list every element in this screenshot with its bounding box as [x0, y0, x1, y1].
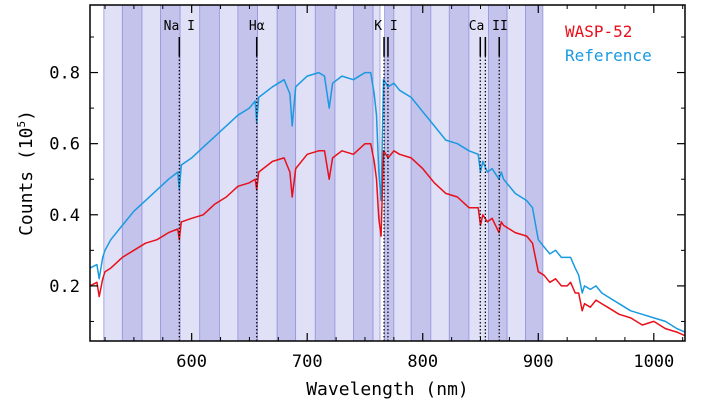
plot-frame [89, 4, 686, 342]
bin-band [103, 4, 123, 342]
y-tick-label: 0.8 [49, 64, 80, 84]
bin-band [488, 4, 508, 342]
line-marker-label: Hα [249, 19, 265, 34]
series-lines [89, 71, 686, 337]
legend-entry: Reference [565, 46, 652, 65]
bin-band [393, 4, 412, 342]
bin-band [295, 4, 316, 342]
wavelength-bins [103, 4, 544, 342]
x-tick-label: 900 [523, 352, 554, 372]
y-tick-label: 0.2 [49, 277, 80, 297]
bin-band [276, 4, 297, 342]
x-tick-label: 600 [176, 352, 207, 372]
bin-band [237, 4, 258, 342]
bin-band [314, 4, 336, 342]
x-tick-label: 700 [292, 352, 323, 372]
bin-band [121, 4, 143, 342]
bin-band [218, 4, 239, 342]
series-line-reference [89, 71, 686, 333]
y-axis-ticks: 0.2 0.4 0.6 0.8 [49, 36, 685, 322]
line-marker-label: K I [374, 19, 397, 34]
x-axis-ticks: 600 700 800 900 1000 [104, 5, 684, 372]
bin-band [448, 4, 470, 342]
legend: WASP-52 Reference [565, 22, 652, 65]
y-tick-label: 0.6 [49, 135, 80, 155]
bin-band [199, 4, 220, 342]
y-tick-label: 0.4 [49, 206, 80, 226]
bin-band [525, 4, 544, 342]
bin-band [384, 4, 395, 342]
x-axis-title: Wavelength (nm) [306, 379, 469, 400]
x-tick-label: 1000 [633, 352, 674, 372]
line-marker-label: Na I [164, 19, 195, 34]
spectral-line-markers: Na I Hα K I Ca II [164, 19, 508, 341]
bin-band [141, 4, 161, 342]
bin-band [410, 4, 432, 342]
bin-band [430, 4, 450, 342]
bin-band [179, 4, 201, 342]
y-axis-title: Counts (105) [15, 110, 37, 236]
line-marker-label: Ca II [469, 19, 508, 34]
bin-band [353, 4, 374, 342]
series-line-wasp-52 [89, 142, 686, 337]
legend-entry: WASP-52 [565, 22, 632, 41]
x-tick-label: 800 [407, 352, 438, 372]
bin-band [257, 4, 278, 342]
bin-band [334, 4, 354, 342]
bin-band [506, 4, 526, 342]
